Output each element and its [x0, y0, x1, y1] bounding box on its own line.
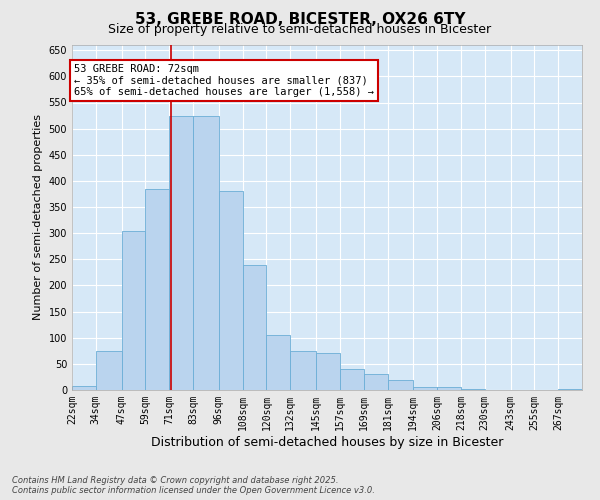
Bar	[340, 369, 364, 390]
Bar	[316, 354, 340, 390]
Bar	[461, 389, 485, 390]
Bar	[266, 335, 290, 390]
Bar	[96, 351, 122, 390]
Bar	[72, 386, 96, 390]
Text: Contains HM Land Registry data © Crown copyright and database right 2025.
Contai: Contains HM Land Registry data © Crown c…	[12, 476, 375, 495]
Bar	[193, 116, 219, 390]
Y-axis label: Number of semi-detached properties: Number of semi-detached properties	[33, 114, 43, 320]
Bar	[242, 264, 266, 390]
Bar	[364, 374, 388, 390]
Text: 53, GREBE ROAD, BICESTER, OX26 6TY: 53, GREBE ROAD, BICESTER, OX26 6TY	[135, 12, 465, 28]
Bar	[122, 230, 145, 390]
Bar	[413, 388, 437, 390]
Bar	[558, 389, 582, 390]
X-axis label: Distribution of semi-detached houses by size in Bicester: Distribution of semi-detached houses by …	[151, 436, 503, 448]
Bar	[290, 351, 316, 390]
Bar	[169, 116, 193, 390]
Text: 53 GREBE ROAD: 72sqm
← 35% of semi-detached houses are smaller (837)
65% of semi: 53 GREBE ROAD: 72sqm ← 35% of semi-detac…	[74, 64, 374, 97]
Bar	[145, 188, 169, 390]
Text: Size of property relative to semi-detached houses in Bicester: Size of property relative to semi-detach…	[109, 22, 491, 36]
Bar	[388, 380, 413, 390]
Bar	[437, 388, 461, 390]
Bar	[219, 192, 242, 390]
